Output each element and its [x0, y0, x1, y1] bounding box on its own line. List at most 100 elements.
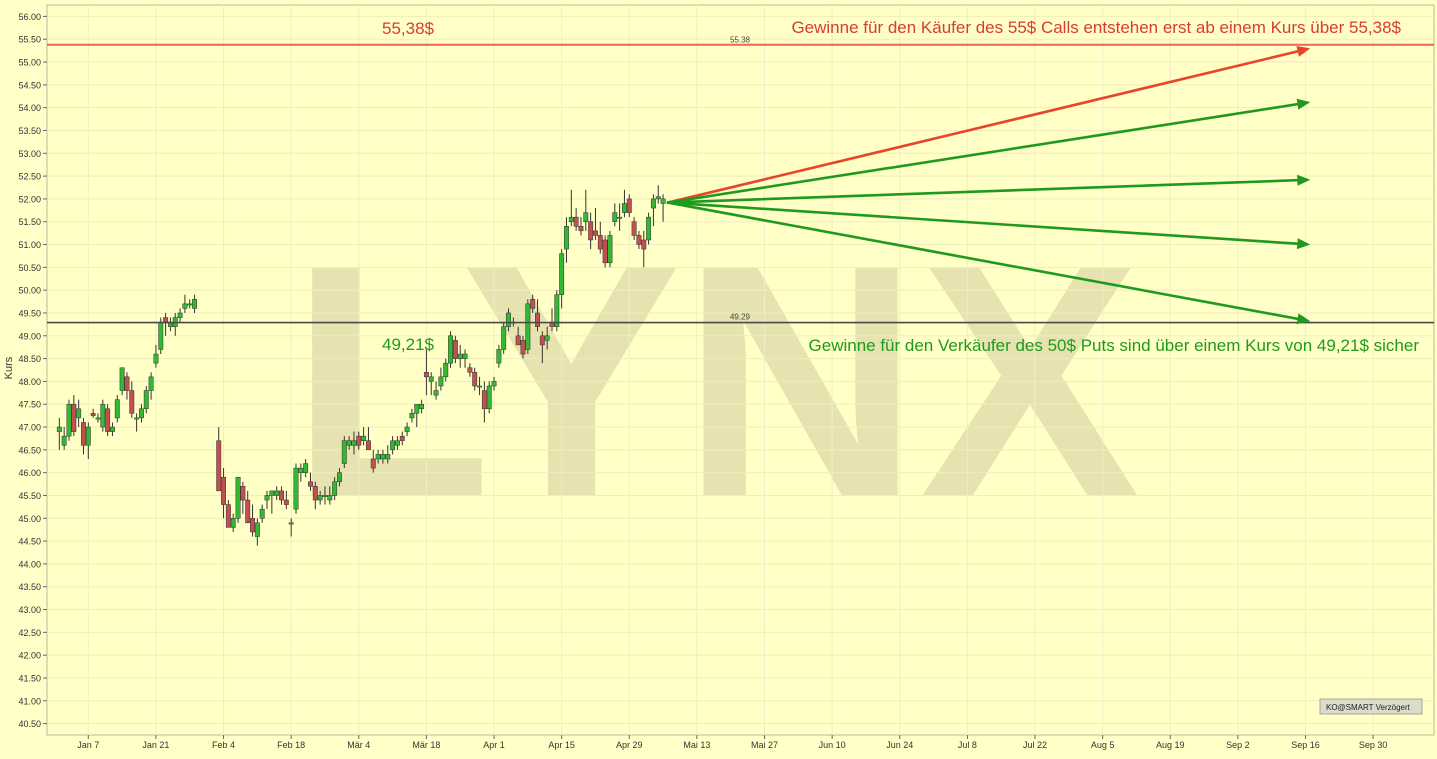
plot-area: [46, 4, 1435, 736]
candle-body: [559, 253, 565, 295]
candle-body: [491, 381, 497, 387]
candle: [404, 422, 410, 437]
candle-body: [457, 353, 463, 359]
candle: [221, 468, 227, 519]
candle: [448, 331, 454, 368]
candle: [288, 518, 294, 537]
y-tick-label: 50.00: [18, 286, 41, 296]
candle-body: [530, 299, 536, 309]
x-tick-label: Jul 8: [958, 740, 977, 750]
candle: [56, 417, 62, 450]
grid-lines: [47, 5, 1434, 735]
candle-body: [433, 390, 439, 396]
y-axis: 56.00 55.50 55.00 54.50 54.00 53.50 53.00 52.50…: [18, 12, 47, 729]
candle: [361, 427, 367, 446]
candle-body: [264, 495, 270, 501]
projection-arrow-4: [666, 201, 1311, 250]
candle: [274, 486, 280, 501]
y-tick-label: 54.50: [18, 80, 41, 90]
candle-body: [409, 413, 415, 419]
candle-body: [520, 340, 526, 355]
y-tick-label: 43.00: [18, 605, 41, 615]
candle-body: [525, 303, 531, 350]
arrow-head: [1297, 174, 1311, 186]
candle-body: [337, 472, 342, 483]
price-line-big-label: 49,21$: [382, 335, 435, 354]
y-tick-label: 53.50: [18, 126, 41, 136]
candle: [298, 463, 304, 482]
candle: [332, 477, 338, 501]
candle: [578, 217, 584, 236]
candle-body: [626, 198, 632, 213]
candle-body: [404, 426, 410, 432]
candle: [192, 294, 198, 313]
price-line-2: 49.29 49,21$ Gewinne für den Verkäufer des…: [47, 313, 1434, 355]
price-line-big-label: 55,38$: [382, 19, 435, 38]
candle: [370, 449, 376, 473]
candle: [486, 381, 492, 414]
candle-body: [568, 216, 574, 222]
candle-body: [597, 235, 603, 250]
candle: [428, 372, 434, 396]
candle-body: [138, 408, 144, 419]
x-tick-label: Aug 19: [1156, 740, 1185, 750]
candle: [153, 344, 159, 368]
candle: [216, 427, 222, 492]
x-tick-label: Jan 7: [77, 740, 99, 750]
candle-body: [177, 312, 183, 318]
price-line-1: 55.38 55,38$ Gewinne für den Käufer des 55…: [47, 18, 1434, 46]
candle-body: [423, 372, 429, 378]
y-tick-label: 41.00: [18, 696, 41, 706]
y-tick-label: 55.50: [18, 35, 41, 45]
candle-body: [216, 440, 222, 492]
candle-body: [312, 486, 318, 501]
y-tick-label: 52.50: [18, 172, 41, 182]
candle: [124, 372, 130, 400]
candle-body: [515, 335, 521, 346]
watermark: LYNX: [290, 196, 1141, 565]
x-tick-label: Feb 18: [277, 740, 305, 750]
candle: [317, 490, 323, 505]
y-tick-label: 44.50: [18, 537, 41, 547]
candle-body: [119, 367, 125, 391]
candle-body: [235, 476, 241, 519]
candle-body: [230, 518, 236, 528]
candle-body: [564, 226, 569, 250]
candle: [380, 449, 386, 464]
y-tick-label: 51.00: [18, 240, 41, 250]
y-tick-label: 45.50: [18, 491, 41, 501]
candle-body: [452, 340, 458, 359]
candle-body: [390, 440, 396, 451]
candle: [467, 363, 473, 377]
y-tick-label: 50.50: [18, 263, 41, 273]
arrow-head: [1296, 98, 1311, 110]
candle: [187, 299, 193, 309]
candle: [419, 399, 425, 414]
candle: [322, 486, 328, 505]
arrow-shaft: [666, 201, 1299, 321]
candle: [341, 436, 347, 469]
candle: [337, 468, 342, 487]
x-tick-label: Feb 4: [212, 740, 235, 750]
candle-body: [448, 335, 454, 364]
footer-badge[interactable]: KO@SMART Verzögert: [1319, 698, 1423, 715]
projection-arrows: [666, 46, 1311, 325]
x-tick-label: Apr 29: [616, 740, 643, 750]
candle-body: [650, 198, 656, 209]
watermark-logo: LYNX: [290, 196, 1141, 565]
candle: [655, 185, 661, 204]
candle-body: [85, 426, 91, 446]
candle-body: [143, 390, 149, 410]
x-tick-label: Apr 1: [483, 740, 505, 750]
price-line-annotation: Gewinne für den Käufer des 55$ Calls ent…: [791, 18, 1401, 37]
y-tick-label: 46.50: [18, 445, 41, 455]
candle: [312, 481, 318, 510]
candle: [385, 445, 391, 464]
candle-body: [394, 440, 400, 446]
x-axis: Jan 7 Jan 21 Feb 4 Feb 18 Mär 4 Mär 18 Apr 1 Ap…: [77, 735, 1387, 750]
candle-body: [259, 508, 265, 519]
candle: [501, 322, 507, 355]
candle: [76, 399, 82, 428]
candles: [56, 185, 666, 546]
candle-body: [385, 454, 391, 460]
